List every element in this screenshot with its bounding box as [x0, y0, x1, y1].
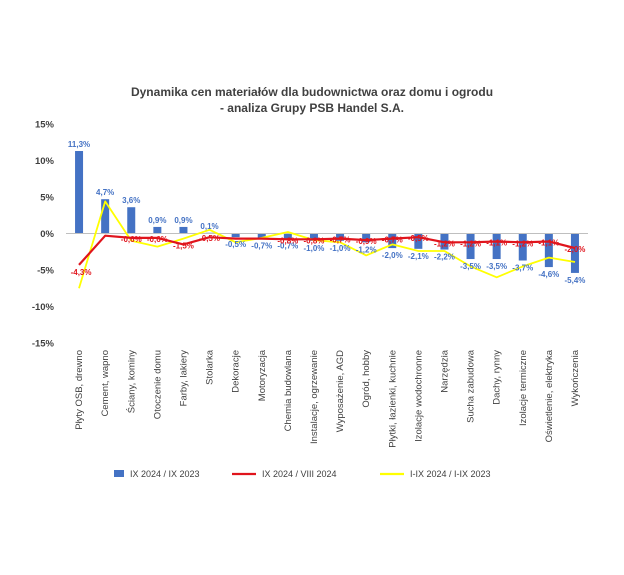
x-tick-label: Ściany, kominy: [125, 350, 137, 413]
line-data-label: -0,6%: [147, 235, 168, 244]
y-tick-label: -5%: [37, 266, 54, 277]
bar-data-label: -2,2%: [434, 253, 455, 262]
bar-data-label: -0,5%: [225, 240, 246, 249]
line-data-label: -2,0%: [564, 245, 585, 254]
line-data-label: -1,2%: [512, 239, 533, 248]
bar: [283, 233, 292, 239]
y-tick-label: -15%: [32, 339, 55, 350]
bar: [466, 233, 475, 260]
bar: [257, 233, 266, 239]
bar-data-label: -0,7%: [251, 242, 272, 251]
legend: IX 2024 / IX 2023 IX 2024 / VIII 2024 I-IX…: [114, 469, 491, 479]
x-tick-label: Chemia budowlana: [283, 349, 294, 431]
bar: [388, 233, 397, 249]
bar-data-label: -4,6%: [538, 270, 559, 279]
bar-data-label: -1,0%: [330, 244, 351, 253]
data-labels: 11,3% 4,7% 3,6% 0,9% 0,9% 0,1% -0,5% -0,7% -0,7%…: [68, 140, 585, 285]
x-tick-label: Oświetlenie, elektryka: [544, 349, 555, 442]
bar-data-label: -5,4%: [564, 276, 585, 285]
line-data-label: -0,6%: [121, 235, 142, 244]
y-tick-label: 5%: [40, 193, 54, 204]
bar: [101, 199, 110, 234]
bar: [127, 207, 136, 234]
x-tick-label: Ogród, hobby: [361, 350, 372, 408]
chart-title-line-1: Dynamika cen materiałów dla budownictwa …: [131, 85, 493, 99]
y-tick-label: 0%: [40, 229, 54, 240]
bar: [362, 233, 371, 243]
x-tick-label: Otoczenie domu: [152, 350, 163, 419]
x-tick-label: Instalacje, ogrzewanie: [309, 350, 320, 444]
bar-data-label: 0,9%: [174, 216, 192, 225]
bar-data-label: 0,1%: [200, 222, 218, 231]
line-data-label: -1,1%: [538, 239, 559, 248]
line-data-label: -1,1%: [486, 239, 507, 248]
line-series: [78, 200, 576, 289]
line-data-label: -0,7%: [330, 236, 351, 245]
bar: [231, 233, 240, 238]
bar: [544, 233, 553, 268]
legend-swatch-bar: [114, 470, 124, 477]
x-tick-label: Narzędzia: [439, 349, 450, 392]
bar-data-label: 0,9%: [148, 216, 166, 225]
line-data-label: -0,7%: [382, 236, 403, 245]
x-tick-label: Wykończenia: [570, 349, 581, 406]
bar-data-label: -2,0%: [382, 251, 403, 260]
y-tick-label: -10%: [32, 302, 55, 313]
x-tick-label: Dachy, rynny: [492, 350, 503, 405]
y-tick-label: 15%: [35, 120, 55, 131]
y-axis: 15% 10% 5% 0% -5% -10% -15%: [32, 120, 55, 350]
legend-entry: IX 2024 / VIII 2024: [262, 469, 337, 479]
x-tick-label: Stolarka: [205, 349, 216, 385]
line-data-label: -1,2%: [460, 239, 481, 248]
line-data-label: -1,5%: [173, 241, 194, 250]
bar: [75, 151, 84, 234]
line-data-label: -0,8%: [277, 236, 298, 245]
line-data-label: -1,2%: [434, 239, 455, 248]
bar: [336, 233, 345, 241]
bar-data-label: -2,1%: [408, 252, 429, 261]
line-data-label: -0,8%: [303, 236, 324, 245]
x-tick-label: Izolacje wodochronne: [413, 350, 424, 442]
bar: [414, 233, 423, 249]
line-data-label: -0,9%: [356, 237, 377, 246]
bar-data-label: 11,3%: [68, 140, 90, 149]
x-tick-label: Farby, lakiery: [178, 350, 189, 407]
line-data-label: -4,3%: [71, 268, 92, 277]
bar-data-label: -1,2%: [356, 245, 377, 254]
x-tick-label: Izolacje termiczne: [518, 350, 529, 426]
bar-data-label: -3,5%: [460, 262, 481, 271]
bar: [518, 233, 527, 261]
legend-entry: I-IX 2024 / I-IX 2023: [410, 469, 491, 479]
x-tick-label: Dekoracje: [231, 350, 242, 393]
bar: [570, 233, 579, 273]
line-data-label: -0,5%: [408, 234, 429, 243]
bar: [492, 233, 501, 260]
bar-data-label: -3,5%: [486, 262, 507, 271]
line-series-m-m: [78, 234, 576, 266]
y-tick-label: 10%: [35, 156, 55, 167]
x-tick-label: Płytki, łazienki, kuchnie: [387, 350, 398, 448]
x-tick-label: Płyty OSB, drewno: [74, 350, 85, 430]
bar-data-label: 4,7%: [96, 188, 114, 197]
bar: [153, 226, 162, 234]
bar-data-label: -3,7%: [512, 264, 533, 273]
bar: [179, 226, 188, 234]
bar-data-label: -1,0%: [303, 244, 324, 253]
x-tick-label: Motoryzacja: [257, 349, 268, 401]
x-tick-label: Cement, wapno: [100, 350, 111, 417]
x-tick-label: Sucha zabudowa: [466, 349, 477, 423]
line-data-label: -0,5%: [199, 234, 220, 243]
bar: [309, 233, 318, 241]
legend-entry: IX 2024 / IX 2023: [130, 469, 200, 479]
x-tick-label: Wyposażenie, AGD: [335, 350, 346, 432]
bar-data-label: -0,7%: [277, 242, 298, 251]
chart-title-line-2: - analiza Grupy PSB Handel S.A.: [220, 101, 404, 115]
x-axis: Płyty OSB, drewno Cement, wapno Ściany, ko…: [74, 349, 581, 447]
bar-data-label: 3,6%: [122, 196, 140, 205]
line-series-ytd: [78, 200, 576, 289]
